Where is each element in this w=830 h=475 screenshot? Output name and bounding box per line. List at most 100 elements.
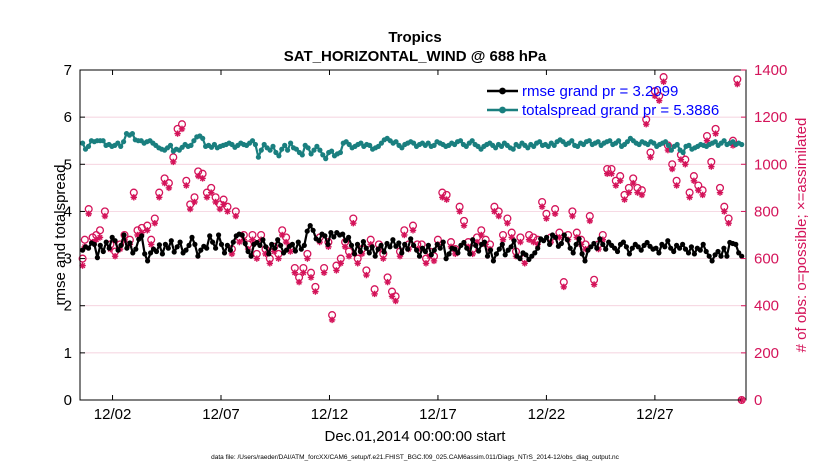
rmse-point bbox=[603, 246, 609, 252]
rmse-point bbox=[470, 237, 476, 243]
y-left-axis-label: rmse and totalspread bbox=[52, 165, 69, 306]
totalspread-point bbox=[167, 142, 174, 148]
rmse-point bbox=[94, 255, 100, 261]
rmse-point bbox=[378, 242, 384, 248]
rmse-point bbox=[443, 256, 449, 262]
totalspread-point bbox=[314, 143, 320, 149]
obs-assimilated-stroke bbox=[102, 213, 108, 219]
obs-assimilated-stroke bbox=[392, 298, 399, 304]
obs-assimilated-point bbox=[401, 231, 408, 239]
rmse-point bbox=[242, 240, 248, 247]
rmse-point bbox=[446, 251, 452, 257]
rmse-point bbox=[142, 251, 148, 257]
rmse-point bbox=[248, 253, 254, 259]
totalspread-point bbox=[293, 146, 299, 152]
rmse-point bbox=[532, 250, 538, 256]
rmse-point bbox=[653, 245, 659, 251]
rmse-point bbox=[425, 242, 431, 248]
rmse-point bbox=[260, 237, 266, 243]
totalspread-point bbox=[393, 139, 399, 145]
rmse-point bbox=[363, 245, 369, 251]
totalspread-point bbox=[249, 138, 256, 144]
y-left-tick-label: 0 bbox=[64, 392, 72, 409]
y-right-axis-ticks: 0 200 400 600 800 1000 1200 1400 bbox=[741, 62, 787, 409]
x-tick-label: 12/07 bbox=[202, 406, 240, 423]
obs-assimilated-point bbox=[161, 179, 168, 187]
rmse-point bbox=[408, 236, 414, 242]
obs-assimilated-stroke bbox=[699, 192, 706, 198]
obs-assimilated-stroke bbox=[456, 208, 463, 215]
obs-assimilated-stroke bbox=[321, 270, 327, 276]
totalspread-point bbox=[662, 139, 669, 145]
obs-assimilated-point bbox=[320, 269, 328, 276]
rmse-point bbox=[304, 228, 310, 234]
y-left-tick-label: 1 bbox=[64, 345, 72, 362]
obs-assimilated-stroke bbox=[229, 251, 235, 257]
rmse-point bbox=[186, 242, 192, 248]
rmse-point bbox=[221, 250, 228, 256]
rmse-point bbox=[278, 242, 284, 248]
obs-assimilated-stroke bbox=[93, 237, 99, 243]
obs-possible-point bbox=[80, 235, 89, 244]
rmse-point bbox=[245, 248, 251, 255]
obs-assimilated-point bbox=[630, 179, 637, 187]
rmse-point bbox=[733, 241, 739, 247]
rmse-point bbox=[301, 242, 307, 248]
totalspread-point bbox=[282, 142, 288, 148]
obs-assimilated-stroke bbox=[179, 126, 185, 132]
rmse-point bbox=[139, 233, 145, 239]
rmse-point bbox=[192, 241, 198, 247]
obs-assimilated-stroke bbox=[187, 206, 193, 212]
obs-assimilated-stroke bbox=[604, 171, 610, 177]
totalspread-point bbox=[270, 143, 276, 149]
obs-assimilated-point bbox=[656, 97, 663, 104]
rmse-point bbox=[644, 239, 650, 246]
obs-assimilated-point bbox=[430, 257, 438, 265]
obs-assimilated-point bbox=[612, 182, 619, 189]
totalspread-point bbox=[308, 151, 314, 157]
obs-assimilated-stroke bbox=[639, 192, 645, 198]
rmse-point bbox=[307, 223, 313, 229]
rmse-point bbox=[133, 246, 139, 252]
rmse-point bbox=[310, 227, 316, 233]
rmse-point bbox=[177, 239, 183, 245]
rmse-point bbox=[127, 240, 133, 246]
y-right-tick-label: 800 bbox=[754, 203, 779, 220]
rmse-point bbox=[671, 248, 677, 255]
obs-assimilated-point bbox=[647, 154, 654, 161]
obs-assimilated-stroke bbox=[85, 211, 92, 217]
rmse-point bbox=[481, 239, 488, 245]
obs-assimilated-point bbox=[380, 255, 387, 262]
rmse-point bbox=[348, 242, 355, 248]
y-right-tick-label: 400 bbox=[754, 298, 779, 315]
obs-assimilated-stroke bbox=[495, 213, 502, 219]
totalspread-point bbox=[299, 152, 305, 158]
obs-assimilated-stroke bbox=[673, 182, 680, 189]
obs-assimilated-point bbox=[638, 191, 646, 199]
rmse-point bbox=[535, 245, 541, 251]
rmse-point bbox=[623, 244, 630, 250]
rmse-point bbox=[597, 236, 603, 242]
totalspread-point bbox=[595, 139, 601, 145]
rmse-point bbox=[656, 250, 662, 256]
obs-assimilated-stroke bbox=[660, 79, 667, 85]
rmse-point bbox=[195, 253, 201, 259]
rmse-point bbox=[508, 244, 514, 250]
rmse-point bbox=[437, 245, 443, 251]
obs-assimilated-point bbox=[144, 227, 151, 234]
totalspread-point bbox=[288, 140, 294, 146]
obs-assimilated-point bbox=[716, 189, 724, 196]
obs-assimilated-stroke bbox=[333, 267, 340, 274]
obs-assimilated-stroke bbox=[478, 232, 485, 238]
rmse-point bbox=[677, 245, 683, 251]
totalspread-point bbox=[721, 138, 727, 144]
obs-assimilated-stroke bbox=[656, 97, 662, 104]
rmse-point bbox=[620, 239, 627, 245]
rmse-point bbox=[357, 248, 363, 255]
obs-assimilated-point bbox=[478, 231, 485, 239]
rmse-point bbox=[328, 230, 334, 236]
obs-assimilated-stroke bbox=[704, 138, 710, 144]
obs-assimilated-stroke bbox=[695, 187, 701, 193]
totalspread-point bbox=[323, 156, 329, 162]
